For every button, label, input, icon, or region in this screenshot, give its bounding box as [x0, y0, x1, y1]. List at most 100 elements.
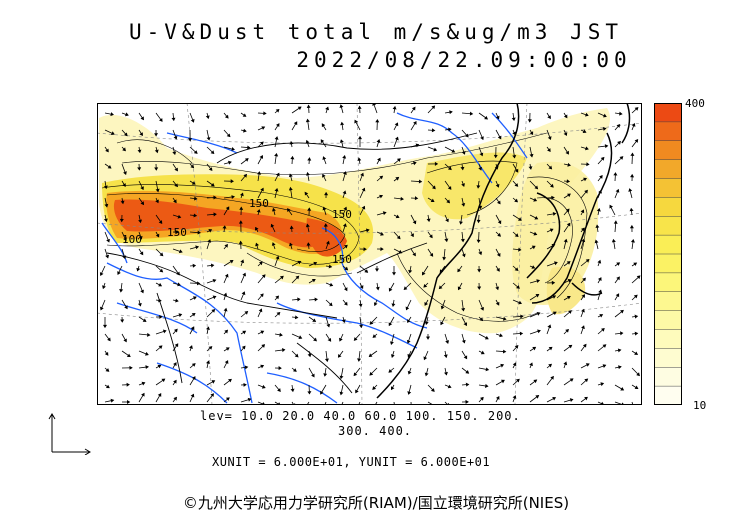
wind-arrow-head	[445, 218, 449, 223]
wind-arrow-head	[395, 214, 400, 219]
wind-arrow-head	[247, 145, 251, 150]
wind-arrow-head	[461, 339, 466, 344]
wind-arrow-head	[358, 303, 363, 308]
wind-arrow-head	[405, 306, 410, 311]
color-scale-cell	[654, 310, 682, 330]
wind-arrow-head	[243, 382, 247, 387]
wind-arrow-head	[342, 155, 347, 159]
wind-arrow-head	[478, 205, 483, 210]
wind-arrow-head	[297, 106, 302, 111]
wind-arrow-head	[190, 393, 195, 398]
wind-arrow-head	[478, 251, 483, 256]
coastlines	[376, 103, 631, 399]
wind-arrow-head	[465, 399, 469, 404]
wind-arrow-head	[208, 346, 213, 350]
wind-arrow-head	[480, 396, 484, 401]
wind-arrow-head	[457, 286, 462, 291]
wind-arrow-head	[476, 185, 481, 189]
wind-arrow-head	[497, 232, 501, 237]
wind-arrow-head	[375, 119, 380, 123]
wind-arrow-head	[119, 218, 124, 223]
wind-arrow-head	[261, 384, 266, 389]
wind-arrow-head	[594, 239, 599, 244]
wind-arrow-head	[122, 147, 126, 152]
dust-shading	[99, 108, 611, 334]
wind-arrow-head	[196, 281, 201, 286]
wind-arrow-head	[357, 135, 363, 140]
contour-label: 150	[332, 208, 352, 221]
wind-arrow-head	[353, 337, 358, 341]
wind-arrow-head	[224, 329, 229, 334]
wind-arrow-head	[457, 268, 461, 273]
wind-arrow-head	[423, 283, 428, 288]
wind-arrow-head	[173, 379, 177, 384]
wind-arrow-head	[136, 267, 141, 272]
color-scale-cell	[654, 367, 682, 387]
wind-arrow-head	[415, 143, 420, 148]
wind-arrow-head	[306, 104, 311, 109]
wind-arrow-head	[512, 395, 517, 399]
wind-arrow-head	[158, 220, 163, 225]
wind-arrow-head	[188, 345, 193, 350]
wind-arrow-head	[171, 117, 176, 122]
wind-arrow-head	[298, 335, 303, 339]
wind-arrow-head	[263, 111, 267, 116]
wind-arrow-head	[461, 150, 466, 155]
wind-arrow-head	[598, 189, 602, 194]
wind-arrow-head	[174, 343, 179, 348]
wind-arrow-head	[275, 295, 279, 300]
wind-arrow-head	[173, 362, 177, 367]
wind-arrow-head	[514, 183, 519, 187]
wind-arrow-head	[379, 175, 384, 180]
wind-arrow-head	[178, 249, 183, 254]
wind-arrow-head	[496, 200, 501, 205]
wind-arrow-head	[461, 307, 466, 312]
wind-arrow-head	[423, 356, 428, 361]
wind-arrow-head	[516, 285, 520, 289]
wind-arrow-head	[354, 119, 358, 124]
color-scale-cell	[654, 103, 682, 123]
wind-arrow-head	[290, 388, 295, 393]
wind-arrow-head	[485, 367, 490, 372]
wind-arrow-head	[242, 272, 246, 277]
color-scale-cell	[654, 140, 682, 161]
wind-arrow-head	[442, 256, 447, 261]
wind-arrow-head	[619, 111, 623, 116]
wind-arrow-head	[379, 194, 384, 199]
color-scale-cell	[654, 329, 682, 349]
wind-arrow-head	[322, 173, 326, 178]
wind-arrow-head	[210, 263, 215, 268]
wind-arrow-head	[142, 318, 147, 322]
wind-arrow-head	[162, 329, 167, 334]
wind-arrow-head	[117, 271, 121, 276]
wind-arrow-head	[484, 335, 489, 340]
wind-arrow-head	[205, 115, 210, 120]
wind-arrow-head	[261, 126, 266, 130]
wind-arrow-head	[582, 277, 586, 282]
wind-arrow-head	[372, 386, 377, 390]
wind-arrow-head	[477, 286, 482, 290]
wind-arrow-head	[390, 354, 395, 358]
wind-arrow-head	[311, 373, 315, 378]
wind-arrow-head	[619, 156, 624, 160]
wind-arrow-head	[413, 121, 417, 125]
wind-arrow-head	[110, 112, 114, 117]
wind-arrow-head	[289, 225, 294, 230]
wind-arrow-head	[390, 386, 395, 391]
wind-arrow-head	[596, 207, 601, 212]
wind-arrow-head	[615, 188, 620, 193]
wind-arrow-head	[277, 388, 281, 393]
wind-arrow-head	[294, 353, 299, 358]
wind-arrow-head	[480, 306, 484, 311]
wind-arrow-head	[552, 211, 557, 216]
wind-arrow-head	[147, 332, 151, 337]
wind-arrow-head	[228, 378, 232, 383]
wind-arrow-head	[581, 325, 585, 330]
wind-arrow-head	[307, 391, 312, 395]
wind-arrow-head	[448, 127, 452, 132]
wind-arrow-head	[359, 324, 364, 329]
wind-arrow-head	[418, 179, 423, 184]
wind-arrow-head	[602, 127, 607, 131]
wind-arrow-head	[443, 354, 448, 359]
wind-arrow-head	[584, 112, 589, 117]
